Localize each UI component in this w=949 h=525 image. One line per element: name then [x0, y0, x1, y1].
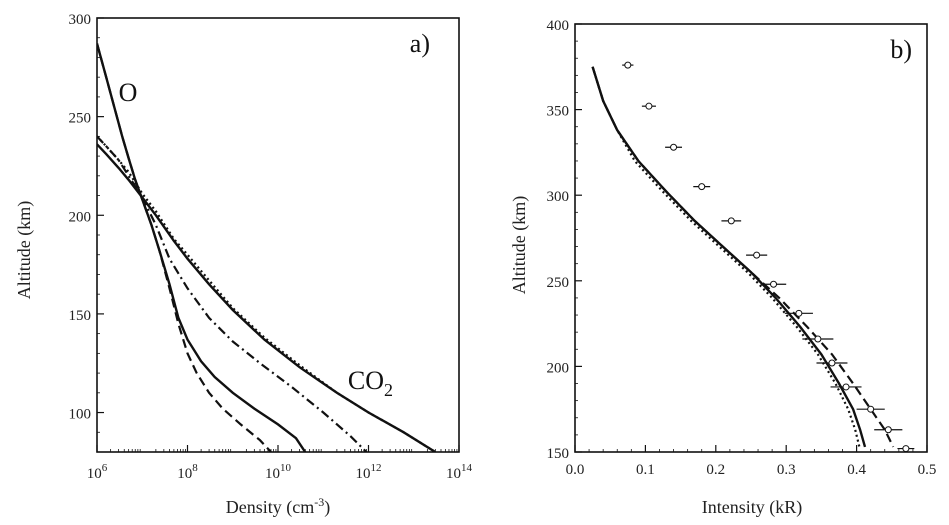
- panel-b-y-tick-label: 350: [547, 104, 570, 120]
- panel-b-label: b): [890, 35, 912, 64]
- panel-b-x-tick-label: 0.3: [777, 462, 796, 478]
- panel-b-observation-marker: [828, 359, 836, 367]
- panel-b-observation-marker: [624, 61, 632, 69]
- panel-b-x-tick-label: 0.5: [918, 462, 937, 478]
- panel-b-observation-point: [746, 251, 768, 259]
- panel-b-observation-marker: [795, 309, 803, 317]
- panel-b-observation-marker: [884, 426, 892, 434]
- panel-a-series: [97, 43, 436, 452]
- panel-b-x-axis-label: Intensity (kR): [702, 497, 803, 518]
- panel-b-y-axis-label: Altitude (km): [509, 196, 530, 294]
- panel-b-observation-point: [856, 405, 885, 413]
- panel-b-observation-point: [816, 359, 848, 367]
- panel-a-y-tick-label: 300: [69, 12, 92, 28]
- panel-b-observation-marker: [645, 102, 653, 110]
- panel-b-observation-marker: [698, 183, 706, 191]
- panel-b-ticks: 0.0 0.1 0.2 0.3 0.4 0.5 150 200 250 300 350 400: [547, 18, 937, 478]
- panel-a-series-line-1-solid: [97, 43, 307, 452]
- panel-b-observation-point: [721, 217, 742, 225]
- panel-a-x-axis-label: Density (cm-3): [226, 495, 330, 518]
- panel-b-observation-point: [622, 61, 634, 69]
- panel-a-x-tick-label: 1014: [446, 462, 473, 482]
- panel-a-series-line-5-solid: [97, 143, 436, 452]
- panel-a-frame: [96, 17, 460, 453]
- panel-b-series: [591, 66, 895, 448]
- panel-b-observation-point: [897, 445, 915, 453]
- panel-b-observation-marker: [770, 280, 778, 288]
- panel-b-series-line-2-dashed: [591, 66, 895, 448]
- panel-b-observation-point: [665, 143, 683, 151]
- panel-b-x-tick-label: 0.2: [706, 462, 725, 478]
- panel-a-y-tick-label: 150: [69, 308, 92, 324]
- panel-a-y-axis-label: Altitude (km): [14, 201, 35, 299]
- panel-b-observation-marker: [753, 251, 761, 259]
- panel-b-observation-point: [830, 383, 862, 391]
- panel-b-x-tick-label: 0.4: [847, 462, 866, 478]
- panel-a-annotation: CO2: [348, 366, 393, 400]
- panel-a-y-tick-label: 250: [69, 111, 92, 127]
- panel-b-observation-point: [760, 280, 787, 288]
- panel-a-x-tick-label: 108: [177, 462, 198, 482]
- panel-b-observation-point: [784, 309, 813, 317]
- panel-b-y-tick-label: 250: [547, 275, 570, 291]
- panel-b-observation-marker: [867, 405, 875, 413]
- panel-b-y-tick-label: 300: [547, 189, 570, 205]
- panel-b-y-tick-label: 200: [547, 360, 570, 376]
- panel-b-observation-point: [802, 335, 834, 343]
- panel-b-observation-marker: [814, 335, 822, 343]
- panel-a-label: a): [410, 29, 430, 58]
- panel-b-series-line-1-solid: [591, 66, 867, 448]
- panel-b-observation-point: [641, 102, 656, 110]
- panel-a-annotations: O CO2: [119, 78, 393, 400]
- panel-b-observation-marker: [902, 445, 910, 453]
- panel-b-series-line-3-dotted: [591, 66, 861, 448]
- panel-a-x-tick-label: 1012: [356, 462, 382, 482]
- panel-a-density-chart: 106 108 1010 1012 1014 100 150 200 250 300 a) Alt…: [14, 12, 473, 518]
- panel-a-y-tick-label: 200: [69, 209, 92, 225]
- panel-a-y-tick-label: 100: [69, 407, 92, 423]
- panel-a-x-tick-label: 1010: [265, 462, 292, 482]
- panel-b-x-tick-label: 0.0: [566, 462, 585, 478]
- panel-b-observations: [622, 61, 915, 453]
- panel-a-x-tick-label: 106: [87, 462, 108, 482]
- panel-a-series-line-4-dotted: [97, 135, 436, 452]
- panel-b-frame: [574, 23, 928, 453]
- panel-b-observation-point: [874, 426, 903, 434]
- panel-b-observation-marker: [842, 383, 850, 391]
- panel-b-observation-marker: [727, 217, 735, 225]
- panel-b-observation-point: [693, 183, 711, 191]
- panel-b-observation-marker: [670, 143, 678, 151]
- panel-b-y-tick-label: 150: [547, 446, 570, 462]
- panel-b-x-tick-label: 0.1: [636, 462, 655, 478]
- panel-a-annotation: O: [119, 78, 138, 107]
- panel-a-series-line-3-dashdot: [97, 135, 368, 452]
- panel-a-series-line-2-dashed: [97, 43, 272, 452]
- panel-b-y-tick-label: 400: [547, 18, 570, 34]
